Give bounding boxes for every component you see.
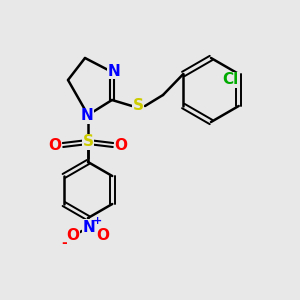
Text: S: S — [82, 134, 94, 149]
Text: O: O — [97, 229, 110, 244]
Text: N: N — [108, 64, 120, 79]
Text: +: + — [92, 216, 102, 226]
Text: O: O — [115, 137, 128, 152]
Text: N: N — [82, 220, 95, 235]
Text: O: O — [49, 137, 62, 152]
Text: Cl: Cl — [223, 73, 239, 88]
Text: N: N — [81, 109, 93, 124]
Text: -: - — [61, 236, 67, 250]
Text: S: S — [133, 98, 143, 113]
Text: O: O — [67, 229, 80, 244]
